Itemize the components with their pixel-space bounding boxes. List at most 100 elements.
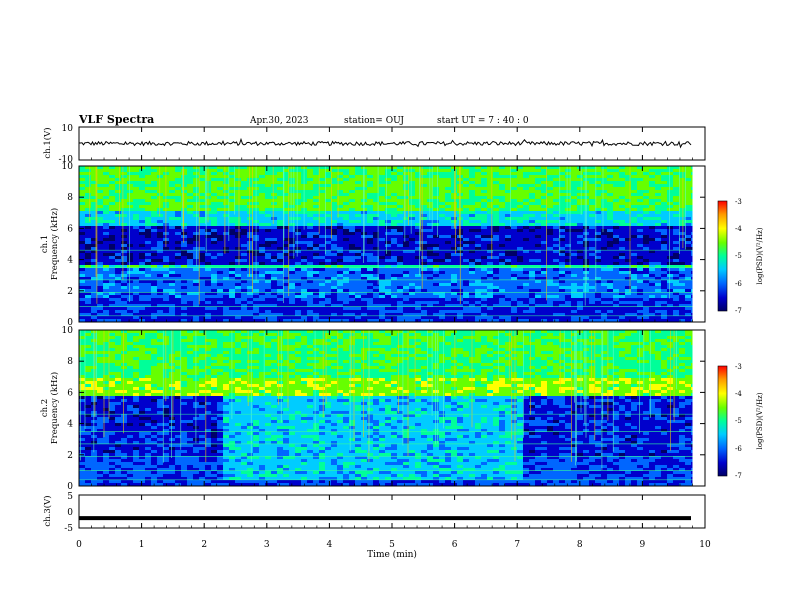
ch1-spectrogram-cell	[85, 274, 92, 278]
ch1-spectrogram-cell	[289, 208, 296, 212]
ch1-spectrogram-cell	[379, 235, 386, 239]
ch1-spectrogram-cell	[655, 274, 662, 278]
ch1-spectrogram-cell	[337, 211, 344, 215]
ch1-spectrogram-cell	[193, 172, 200, 176]
ch1-spectrogram-cell	[409, 211, 416, 215]
ch1-spectrogram-cell	[367, 196, 374, 200]
ch1-spectrogram-cell	[613, 226, 620, 230]
ch1-spectrogram-cell	[445, 253, 452, 257]
ch1-spectrogram-cell	[253, 295, 260, 299]
ch1-spectrogram-cell	[223, 211, 230, 215]
ch1-spectrogram-cell	[325, 190, 332, 194]
ch1-spectrogram-cell	[103, 208, 110, 212]
ch1-spectrogram-cell	[157, 226, 164, 230]
ch1-spectrogram-cell	[85, 169, 92, 173]
ch1-spectrogram-cell	[673, 289, 680, 293]
ch1-spectrogram-cell	[595, 193, 602, 197]
ch1-spectrogram-cell	[265, 229, 272, 233]
ch1-spectrogram-cell	[259, 283, 266, 287]
ch1-spectrogram-cell	[439, 214, 446, 218]
ch1-spectrogram-cell	[655, 175, 662, 179]
ch1-spectrogram-cell	[505, 238, 512, 242]
ch1-spectrogram-cell	[655, 181, 662, 185]
ch1-spectrogram-cell	[331, 241, 338, 245]
ch1-spectrogram-cell	[571, 223, 578, 227]
ch1-spectrogram-cell	[307, 277, 314, 281]
ch1-spectrogram-cell	[205, 241, 212, 245]
ch1-spectrogram-cell	[667, 172, 674, 176]
ch1-spectrogram-cell	[643, 202, 650, 206]
ch1-spectrogram-cell	[319, 226, 326, 230]
ch1-spectrogram-cell	[295, 256, 302, 260]
ch1-spectrogram-cell	[379, 301, 386, 305]
ch1-spectrogram-cell	[505, 295, 512, 299]
ch1-spectrogram-cell	[595, 265, 602, 269]
ch1-spectrogram-cell	[403, 235, 410, 239]
ch1-spectrogram-cell	[193, 280, 200, 284]
ch1-spectrogram-cell	[577, 232, 584, 236]
ch1-spectrogram-cell	[133, 181, 140, 185]
ch1-spectrogram-cell	[475, 193, 482, 197]
ch1-spectrogram-cell	[595, 208, 602, 212]
ch1-spectrogram-cell	[601, 247, 608, 251]
ch1-spectrogram-cell	[403, 280, 410, 284]
ch1-spectrogram-cell	[385, 202, 392, 206]
ch1-spectrogram-cell	[277, 247, 284, 251]
ch1-spectrogram-cell	[547, 187, 554, 191]
ch1-spectrogram-cell	[403, 187, 410, 191]
ch1-spectrogram-cell	[529, 217, 536, 221]
ch1-spectrogram-cell	[199, 247, 206, 251]
ch1-spectrogram-cell	[487, 196, 494, 200]
ch1-spectrogram-cell	[373, 226, 380, 230]
ch1-spectrogram-cell	[379, 253, 386, 257]
ch1-spectrogram-cell	[229, 169, 236, 173]
ch1-spectrogram-cell	[187, 214, 194, 218]
ch1-spectrogram-cell	[475, 196, 482, 200]
ch1-spectrogram-cell	[343, 232, 350, 236]
ch1-spectrogram-cell	[361, 280, 368, 284]
ch1-spectrogram-cell	[247, 172, 254, 176]
ch1-spectrogram-cell	[109, 265, 116, 269]
ch1-spectrogram-cell	[343, 166, 350, 170]
ch1-spectrogram-cell	[661, 280, 668, 284]
ch1-spectrogram-cell	[175, 301, 182, 305]
ch1-spectrogram-cell	[463, 223, 470, 227]
ch1-spectrogram-cell	[529, 169, 536, 173]
ch1-spectrogram-cell	[265, 226, 272, 230]
ch1-spectrogram-cell	[205, 301, 212, 305]
ch1-spectrogram-cell	[139, 253, 146, 257]
ch1-spectrogram-cell	[487, 205, 494, 209]
ch1-spectrogram-cell	[421, 244, 428, 248]
ch1-spectrogram-cell	[601, 235, 608, 239]
ch1-spectrogram-cell	[223, 283, 230, 287]
ch1-spectrogram-cell	[79, 292, 86, 296]
ch1-spectrogram-cell	[397, 208, 404, 212]
ch1-spectrogram-cell	[529, 220, 536, 224]
ch1-spectrogram-cell	[469, 196, 476, 200]
ch1-spectrogram-cell	[469, 241, 476, 245]
ch1-spectrogram-cell	[523, 199, 530, 203]
ch1-spectrogram-cell	[649, 193, 656, 197]
ch1-spectrogram-cell	[523, 211, 530, 215]
ch1-spectrogram-cell	[481, 187, 488, 191]
ch1-spectrogram-cell	[97, 301, 104, 305]
ch1-spectrogram-cell	[187, 286, 194, 290]
ch1-spectrogram-cell	[577, 247, 584, 251]
ch1-spectrogram-cell	[355, 214, 362, 218]
ch1-spectrogram-cell	[427, 271, 434, 275]
ch1-spectrogram-cell	[163, 274, 170, 278]
ch1-spectrogram-cell	[265, 217, 272, 221]
ch1-spectrogram-cell	[277, 262, 284, 266]
ch1-spectrogram-cell	[121, 190, 128, 194]
ch1-spectrogram-cell	[373, 211, 380, 215]
ch1-spectrogram-cell	[433, 301, 440, 305]
ch1-spectrogram-cell	[271, 244, 278, 248]
ch1-spectrogram-cell	[151, 265, 158, 269]
ch1-spectrogram-cell	[535, 280, 542, 284]
ch1-spectrogram-cell	[139, 235, 146, 239]
ch1-spectrogram-cell	[295, 208, 302, 212]
ch1-spectrogram-cell	[499, 304, 506, 308]
ch1-spectrogram-cell	[79, 268, 86, 272]
ch1-spectrogram-cell	[319, 241, 326, 245]
ch1-spectrogram-cell	[463, 298, 470, 302]
